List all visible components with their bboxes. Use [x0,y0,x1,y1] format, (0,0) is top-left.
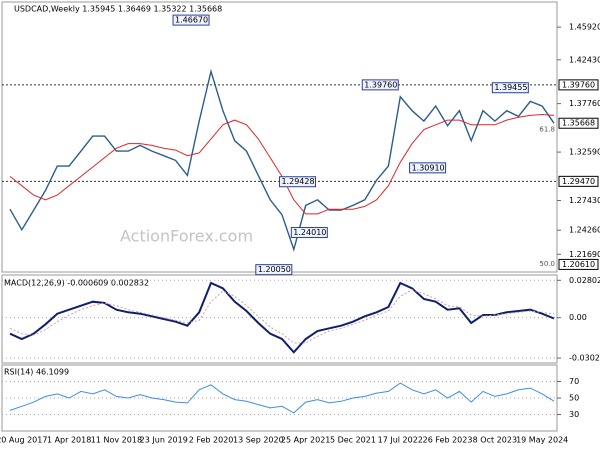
annotation-box [255,264,293,276]
x-tick-label: 2 Feb 2020 [189,436,234,445]
watermark: ActionForex.com [120,227,253,246]
y-tick-label: -0.030286 [569,354,600,363]
x-tick-label: 23 Jun 2019 [140,436,188,445]
y-tick-label: 1.27430 [569,196,600,205]
y-tick-label: 1.42430 [569,55,600,64]
x-tick-label: 17 Jul 2022 [378,436,423,445]
level-box [558,258,599,270]
series-line [9,113,555,215]
x-tick-label: 20 Aug 2017 [0,436,47,445]
x-tick-label: 1 Apr 2018 [47,436,91,445]
annotation-label: 1.30910 [412,163,445,172]
level-label: 1.29470 [562,177,595,186]
macd-panel [1,274,558,364]
annotation-box [361,79,399,91]
rsi-title: RSI(14) 46.1099 [4,368,69,377]
y-tick-label: 0.00 [569,313,587,322]
series-line [9,289,555,344]
x-tick-label: 5 Dec 2021 [330,436,376,445]
y-tick-label: 30 [569,410,579,419]
x-tick-label: 25 Apr 2021 [281,436,330,445]
macd-title: MACD(12,26,9) -0.000609 0.002832 [4,279,149,288]
y-tick-label: 1.24260 [569,226,600,235]
level-box [558,175,599,187]
y-tick-label: 50 [569,394,579,403]
level-label: 1.20610 [562,260,595,269]
fib-label: 50.0 [539,260,555,268]
series-line [9,281,555,354]
level-label: 1.35668 [562,119,595,128]
annotation-box [172,14,210,26]
annotation-box [278,176,316,188]
x-tick-label: 8 Oct 2023 [473,436,517,445]
annotation-box [409,162,447,174]
annotation-label: 1.24010 [293,228,326,237]
annotation-label: 1.20050 [258,265,291,274]
y-tick-label: 1.32590 [569,148,600,157]
annotation-box [290,227,328,239]
y-tick-label: 1.45920 [569,23,600,32]
series-line [9,382,555,414]
annotation-label: 1.39455 [494,83,527,92]
annotation-label: 1.39760 [364,80,397,89]
fib-label: 61.8 [539,126,555,134]
level-box [558,79,599,91]
chart-title: USDCAD,Weekly 1.35945 1.36469 1.35322 1.… [14,5,222,14]
level-box [558,117,599,129]
annotation-box [491,82,529,94]
annotation-label: 1.29428 [281,177,314,186]
x-tick-label: 19 May 2024 [516,436,568,445]
x-tick-label: 13 Sep 2020 [233,436,284,445]
x-tick-label: 11 Nov 2018 [91,436,142,445]
y-tick-label: 70 [569,377,579,386]
y-tick-label: 1.21690 [569,250,600,259]
rsi-panel [1,364,558,432]
price-panel [1,1,558,273]
series-line [9,68,555,252]
y-tick-label: 0.028026 [569,276,600,285]
level-label: 1.39760 [562,80,595,89]
annotation-label: 1.46670 [175,16,208,25]
x-tick-label: 26 Feb 2023 [423,436,473,445]
y-tick-label: 1.37760 [569,99,600,108]
